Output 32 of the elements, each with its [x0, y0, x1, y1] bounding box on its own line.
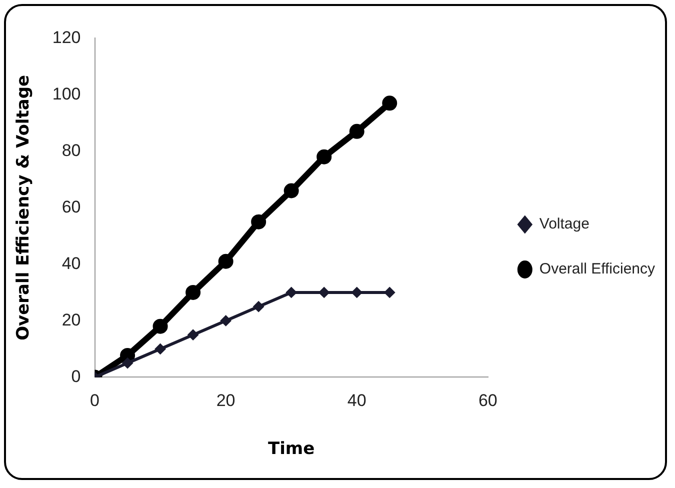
point — [188, 329, 199, 340]
point — [251, 214, 266, 230]
x-tick-label: 20 — [216, 391, 236, 410]
point — [382, 96, 398, 111]
point — [220, 315, 232, 326]
legend-label: Voltage — [539, 216, 590, 233]
point — [154, 343, 166, 354]
y-axis-title: Overall Efficiency & Voltage — [14, 74, 34, 340]
y-tick-label: 0 — [71, 366, 81, 386]
y-tick-label: 100 — [52, 84, 81, 104]
x-tick-label: 60 — [478, 391, 498, 410]
point — [351, 286, 362, 298]
point — [186, 284, 201, 300]
point — [286, 286, 297, 298]
point — [384, 286, 396, 298]
point — [218, 254, 234, 269]
y-tick-label: 120 — [52, 28, 81, 47]
point — [318, 286, 330, 298]
x-axis-title: Time — [268, 439, 315, 460]
y-tick-label: 60 — [62, 197, 81, 216]
y-tick-label: 40 — [62, 254, 81, 273]
point — [122, 358, 134, 369]
point — [284, 183, 299, 198]
y-tick-label: 80 — [62, 140, 81, 160]
x-tick-label: 0 — [90, 391, 100, 410]
legend-label: Overall Efficiency — [539, 260, 656, 278]
x-tick-label: 40 — [347, 391, 366, 410]
y-tick-label: 20 — [62, 310, 81, 330]
point — [316, 149, 332, 164]
point — [349, 124, 364, 139]
point — [253, 301, 264, 312]
point — [152, 318, 168, 334]
